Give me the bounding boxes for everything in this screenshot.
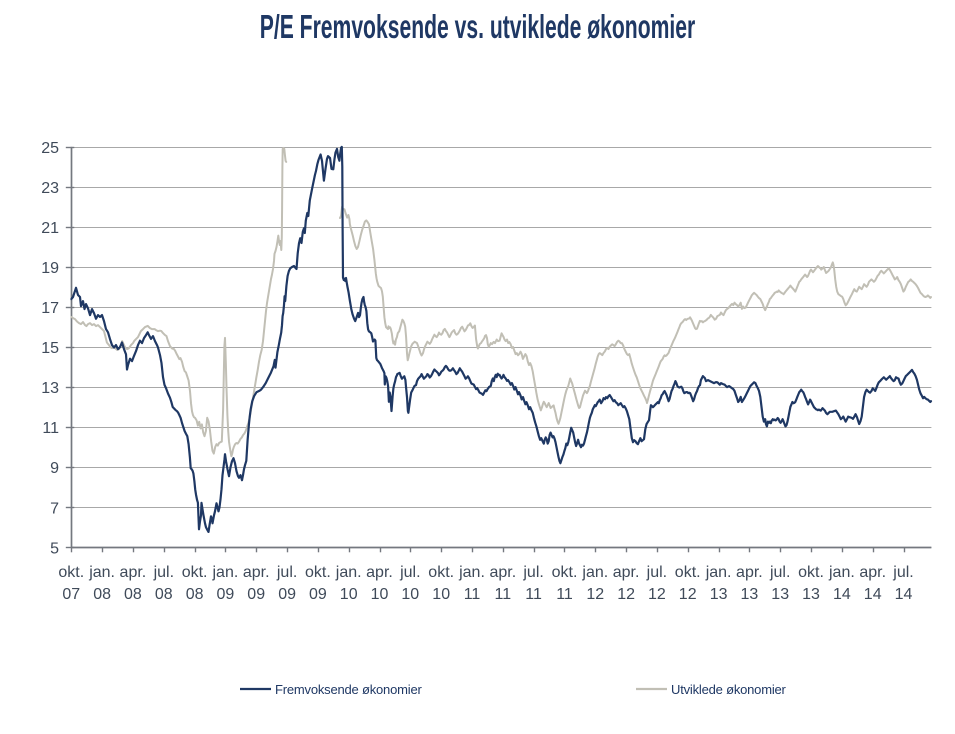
svg-text:jul.: jul.	[153, 564, 174, 581]
svg-text:15: 15	[41, 340, 59, 357]
svg-text:14: 14	[895, 586, 913, 603]
svg-text:08: 08	[124, 586, 142, 603]
svg-text:09: 09	[278, 586, 296, 603]
svg-text:Utviklede økonomier: Utviklede økonomier	[671, 682, 787, 697]
svg-text:jul.: jul.	[276, 564, 297, 581]
svg-text:apr.: apr.	[366, 564, 393, 581]
svg-text:okt.: okt.	[305, 564, 331, 581]
svg-text:apr.: apr.	[243, 564, 270, 581]
svg-text:09: 09	[309, 586, 327, 603]
svg-text:jan.: jan.	[828, 564, 855, 581]
svg-text:apr.: apr.	[489, 564, 516, 581]
svg-text:08: 08	[155, 586, 173, 603]
svg-text:jan.: jan.	[458, 564, 485, 581]
svg-text:apr.: apr.	[613, 564, 640, 581]
svg-text:14: 14	[864, 586, 882, 603]
svg-text:jan.: jan.	[88, 564, 115, 581]
svg-text:11: 11	[42, 420, 59, 437]
svg-text:08: 08	[93, 586, 111, 603]
svg-text:12: 12	[679, 586, 697, 603]
svg-text:okt.: okt.	[428, 564, 454, 581]
svg-text:14: 14	[833, 586, 851, 603]
svg-text:10: 10	[432, 586, 450, 603]
svg-text:10: 10	[371, 586, 389, 603]
svg-text:23: 23	[41, 180, 59, 197]
svg-text:13: 13	[710, 586, 728, 603]
svg-text:jan.: jan.	[335, 564, 362, 581]
svg-text:jan.: jan.	[705, 564, 732, 581]
svg-text:11: 11	[556, 586, 573, 603]
svg-text:08: 08	[186, 586, 204, 603]
svg-text:apr.: apr.	[736, 564, 763, 581]
svg-text:21: 21	[41, 220, 59, 237]
svg-text:okt.: okt.	[552, 564, 578, 581]
svg-text:13: 13	[771, 586, 789, 603]
svg-text:17: 17	[41, 300, 59, 317]
svg-text:jul.: jul.	[769, 564, 790, 581]
svg-text:okt.: okt.	[675, 564, 701, 581]
svg-text:11: 11	[464, 586, 481, 603]
svg-text:9: 9	[50, 460, 59, 477]
svg-text:apr.: apr.	[120, 564, 147, 581]
svg-text:09: 09	[247, 586, 265, 603]
svg-text:09: 09	[217, 586, 235, 603]
svg-text:12: 12	[586, 586, 604, 603]
svg-text:okt.: okt.	[58, 564, 84, 581]
svg-text:jul.: jul.	[399, 564, 420, 581]
svg-text:jul.: jul.	[646, 564, 667, 581]
svg-text:apr.: apr.	[859, 564, 886, 581]
svg-text:5: 5	[50, 540, 59, 557]
svg-text:okt.: okt.	[182, 564, 208, 581]
svg-text:12: 12	[617, 586, 635, 603]
svg-text:jul.: jul.	[522, 564, 543, 581]
svg-text:10: 10	[340, 586, 358, 603]
svg-text:10: 10	[401, 586, 419, 603]
svg-text:7: 7	[50, 500, 59, 517]
svg-text:okt.: okt.	[798, 564, 824, 581]
svg-text:Fremvoksende økonomier: Fremvoksende økonomier	[275, 682, 422, 697]
svg-text:13: 13	[802, 586, 820, 603]
svg-text:25: 25	[41, 140, 59, 157]
svg-text:19: 19	[41, 260, 59, 277]
svg-text:11: 11	[494, 586, 511, 603]
svg-text:13: 13	[741, 586, 759, 603]
svg-text:jan.: jan.	[212, 564, 239, 581]
svg-text:11: 11	[525, 586, 542, 603]
svg-text:07: 07	[62, 586, 80, 603]
svg-text:jan.: jan.	[581, 564, 608, 581]
svg-text:12: 12	[648, 586, 666, 603]
svg-text:13: 13	[41, 380, 59, 397]
svg-text:jul.: jul.	[892, 564, 913, 581]
